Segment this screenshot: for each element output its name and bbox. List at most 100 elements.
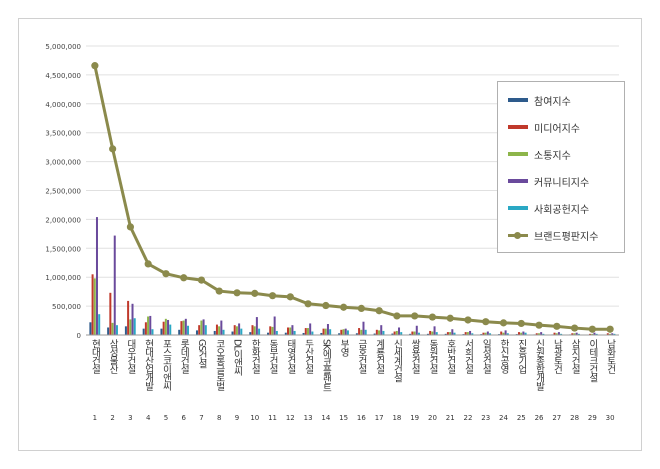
bar <box>200 320 203 335</box>
line-point <box>233 289 241 297</box>
line-point <box>268 292 277 300</box>
bar <box>542 333 545 335</box>
bar <box>426 333 429 335</box>
y-tick-label: 0 <box>77 332 81 340</box>
legend-item-media: 미디어지수 <box>508 119 580 135</box>
bar <box>215 324 218 335</box>
bar <box>593 332 596 335</box>
x-rank-label: 9 <box>235 414 239 422</box>
bar <box>167 319 170 335</box>
bar <box>113 235 116 335</box>
bar <box>500 331 503 335</box>
bar <box>577 333 580 335</box>
legend-label: 사회공헌지수 <box>534 204 590 216</box>
bar <box>453 332 456 335</box>
bar <box>111 322 114 335</box>
bar <box>560 333 563 335</box>
legend-label: 소통지수 <box>534 150 571 162</box>
line-point <box>109 145 117 153</box>
bar <box>449 332 452 335</box>
line-point <box>482 318 490 326</box>
bar <box>202 319 205 335</box>
bar <box>346 330 349 335</box>
x-category-label: 동원건설 <box>427 339 438 374</box>
line-point <box>553 322 561 330</box>
x-category-label: 한화건설 <box>249 339 260 374</box>
y-tick-label: 3,000,000 <box>45 159 81 167</box>
bar <box>240 328 243 335</box>
bar <box>486 331 489 335</box>
y-tick-label: 2,500,000 <box>45 188 81 196</box>
legend-item-communication: 소통지수 <box>508 146 571 162</box>
bar <box>360 329 363 335</box>
x-rank-label: 30 <box>606 414 615 422</box>
bar <box>149 315 152 335</box>
legend-item-participation: 참여지수 <box>508 92 571 108</box>
bar <box>258 328 261 335</box>
x-category-label: 쌍용건설 <box>409 339 420 374</box>
x-category-label: GS건설 <box>196 339 207 368</box>
bar <box>535 333 538 335</box>
y-tick-label: 1,500,000 <box>45 245 81 253</box>
bar <box>131 303 134 335</box>
bar <box>95 217 98 335</box>
bar <box>557 332 560 335</box>
legend-label: 커뮤니티지수 <box>534 177 590 189</box>
x-rank-label: 14 <box>321 414 330 422</box>
x-rank-label: 10 <box>250 414 259 422</box>
bar <box>115 325 118 335</box>
chart-frame: 0 500,000 1,000,000 1,500,000 2,000,000 2,500… <box>18 18 642 451</box>
x-category-label: 대우건설 <box>125 339 136 374</box>
bar <box>184 318 187 335</box>
bar <box>537 333 540 335</box>
x-rank-label: 27 <box>552 414 561 422</box>
x-category-label: SK에코플랜트 <box>320 339 331 392</box>
x-category-label: 신세계건설 <box>391 339 402 382</box>
x-category-label: 동부건설 <box>267 339 278 374</box>
bar <box>400 332 403 335</box>
bar <box>329 329 332 335</box>
legend-swatch <box>508 98 528 102</box>
x-rank-label: 21 <box>446 414 455 422</box>
bar <box>609 333 612 335</box>
bar <box>180 321 183 335</box>
line-point <box>535 321 543 329</box>
bar <box>362 321 365 335</box>
x-category-label: 삼성물산 <box>107 339 118 374</box>
x-rank-label: 5 <box>164 414 168 422</box>
x-rank-label: 3 <box>128 414 132 422</box>
x-category-label: 코오롱글로벌 <box>214 339 225 391</box>
bar <box>107 327 110 335</box>
x-category-label: 이테크건설 <box>587 339 598 382</box>
bar <box>522 331 525 335</box>
bar <box>595 333 598 335</box>
x-rank-label: 4 <box>146 414 151 422</box>
bar <box>342 329 345 335</box>
x-rank-label: 25 <box>517 414 526 422</box>
y-tick-label: 500,000 <box>52 303 81 311</box>
bar <box>304 328 307 335</box>
bar <box>142 328 145 335</box>
bar <box>417 332 420 335</box>
bar <box>553 332 556 335</box>
line-point <box>162 270 170 278</box>
bar <box>555 333 558 335</box>
line-point <box>251 289 259 297</box>
x-category-label: 일성건설 <box>480 339 491 374</box>
bar <box>398 327 401 335</box>
line-point <box>446 314 454 322</box>
bar <box>249 332 252 335</box>
bar <box>338 333 341 335</box>
bar <box>287 327 290 335</box>
bar <box>218 326 221 335</box>
x-rank-label: 19 <box>410 414 419 422</box>
chart-legend: 참여지수 미디어지수 소통지수 커뮤니티지수 사회공헌지수 브랜드평판지수 <box>497 81 625 253</box>
x-category-label: 계룡건설 <box>374 338 385 374</box>
bar <box>364 329 367 335</box>
legend-item-social-contribution: 사회공헌지수 <box>508 200 589 216</box>
bar <box>589 333 592 335</box>
legend-swatch <box>508 125 528 129</box>
x-rank-label: 13 <box>304 414 313 422</box>
bar <box>469 330 472 335</box>
bar <box>160 328 163 335</box>
